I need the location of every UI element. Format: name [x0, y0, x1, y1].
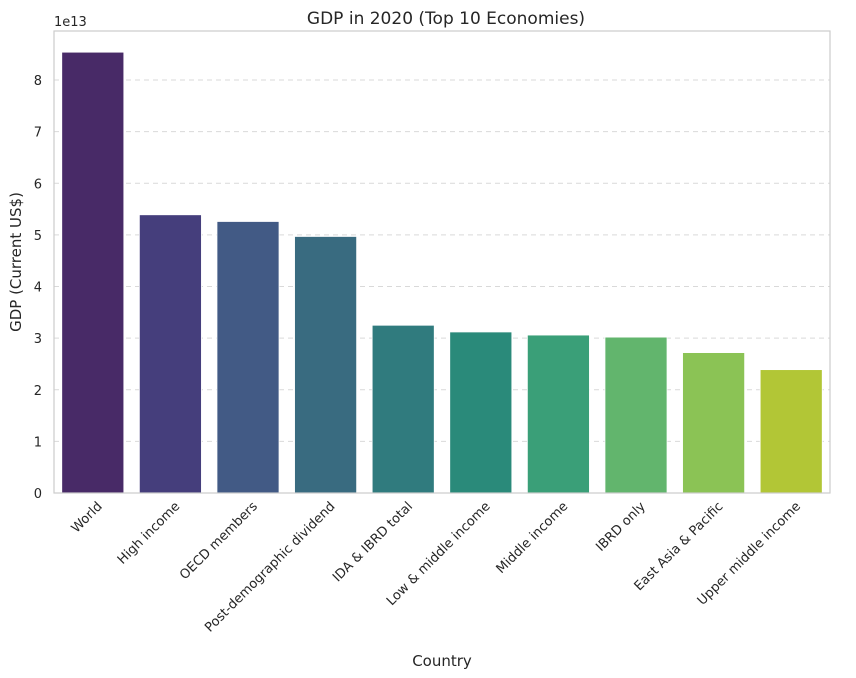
bar	[138, 214, 202, 494]
y-tick-label: 6	[34, 177, 42, 192]
x-tick-label: Post-demographic dividend	[202, 499, 338, 635]
bar	[449, 331, 513, 494]
y-tick-label: 7	[34, 126, 42, 141]
bar	[682, 352, 746, 494]
bar	[294, 236, 358, 494]
chart-title: GDP in 2020 (Top 10 Economies)	[307, 9, 585, 29]
y-axis-label: GDP (Current US$)	[7, 192, 25, 332]
bar	[216, 221, 280, 494]
y-axis-offset-label: 1e13	[54, 15, 87, 30]
bar	[759, 369, 823, 494]
bar	[604, 336, 668, 494]
y-tick-label: 8	[34, 74, 42, 89]
x-tick-label: High income	[115, 499, 183, 567]
y-tick-label: 4	[34, 281, 42, 296]
x-tick-label: Middle income	[494, 499, 572, 577]
y-tick-labels: 0 1 2 3 4 5 6 7 8	[34, 74, 42, 502]
x-tick-label: OECD members	[177, 499, 261, 583]
y-tick-label: 5	[34, 229, 42, 244]
x-tick-label: World	[69, 499, 106, 536]
bar	[526, 334, 590, 494]
bars	[61, 51, 823, 494]
plot-frame	[53, 30, 831, 494]
y-tick-label: 3	[34, 332, 42, 347]
y-tick-label: 1	[34, 435, 42, 450]
y-tick-label: 2	[34, 384, 42, 399]
x-axis-label: Country	[412, 652, 472, 670]
bar	[371, 324, 435, 494]
x-tick-label: IDA & IBRD total	[330, 499, 416, 585]
bar	[61, 51, 125, 494]
y-tick-label: 0	[34, 487, 42, 502]
x-tick-label: IBRD only	[593, 499, 649, 555]
